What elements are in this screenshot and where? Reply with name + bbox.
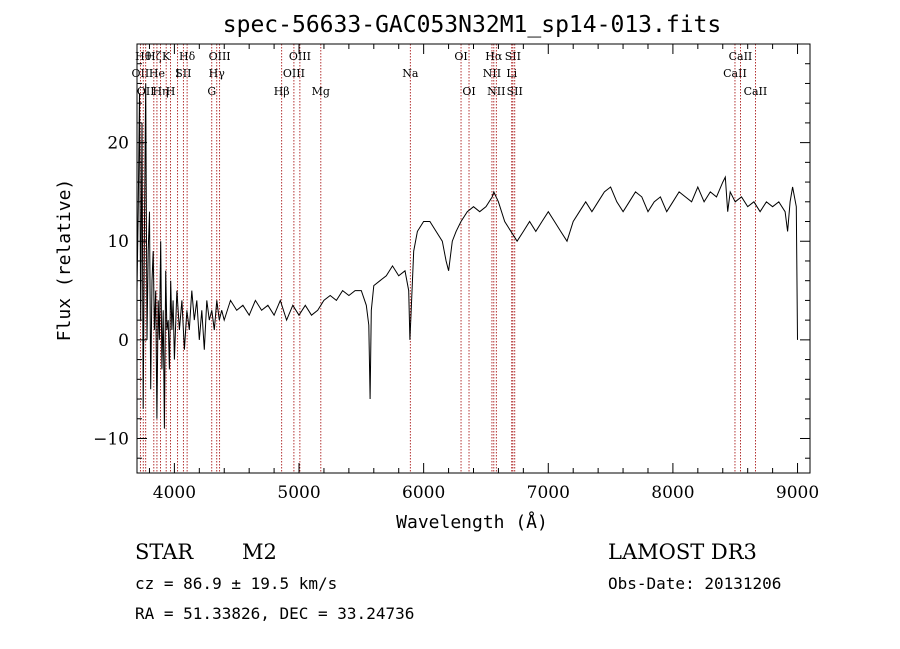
info-panel: STAR M2 LAMOST DR3 cz = 86.9 ± 19.5 km/s…	[135, 540, 781, 623]
line-label: K	[162, 50, 171, 63]
axis-ticks: 4000 5000 6000 7000 8000 9000 −10 0 10 20	[93, 44, 819, 503]
chart-title: spec-56633-GAC053N32M1_sp14-013.fits	[223, 12, 722, 38]
y-tick-label: 20	[107, 134, 129, 154]
line-label: CaII	[723, 67, 747, 80]
line-label: Mg	[312, 85, 330, 98]
line-label: NII	[487, 85, 505, 98]
line-label: OIII	[209, 50, 231, 63]
line-label: Hζ	[146, 50, 162, 63]
line-label: Hθ	[135, 50, 152, 63]
x-tick-label: 6000	[402, 483, 445, 503]
plot-frame	[136, 43, 811, 474]
object-subclass: M2	[242, 540, 277, 564]
line-label: Hγ	[209, 67, 226, 80]
obs-date-text: Obs-Date: 20131206	[608, 574, 781, 593]
line-label: G	[207, 85, 216, 98]
line-label: OI	[454, 50, 467, 63]
line-label: He	[149, 67, 165, 80]
line-label: SII	[507, 85, 523, 98]
y-tick-label: −10	[93, 429, 129, 449]
survey-name: LAMOST DR3	[608, 540, 757, 564]
spectrum-line	[136, 83, 798, 429]
line-label: NII	[483, 67, 501, 80]
x-tick-label: 4000	[153, 483, 196, 503]
object-class: STAR	[135, 540, 194, 564]
x-tick-label: 9000	[776, 483, 819, 503]
line-label: Li	[506, 67, 517, 80]
line-label: Hα	[485, 50, 503, 63]
y-tick-label: 10	[107, 232, 129, 252]
y-axis-label: Flux (relative)	[54, 179, 75, 342]
line-label: Hβ	[274, 85, 290, 98]
line-label: CaII	[744, 85, 768, 98]
redshift-text: cz = 86.9 ± 19.5 km/s	[135, 574, 337, 593]
line-label: SII	[505, 50, 521, 63]
emission-line-markers: OIIHθOIIHζHeHηKHISIIHδGHγOIIIHβOIIIOIIIM…	[132, 44, 768, 473]
x-tick-label: 5000	[277, 483, 320, 503]
y-tick-label: 0	[118, 331, 129, 351]
line-label: SII	[175, 67, 191, 80]
line-label: Na	[402, 67, 419, 80]
coordinates-text: RA = 51.33826, DEC = 33.24736	[135, 604, 414, 623]
line-label: OIII	[289, 50, 311, 63]
x-tick-label: 8000	[651, 483, 694, 503]
x-axis-label: Wavelength (Å)	[396, 511, 548, 533]
line-label: OI	[462, 85, 475, 98]
line-label: OIII	[283, 67, 305, 80]
line-label: H	[166, 85, 176, 98]
line-label: Hδ	[179, 50, 196, 63]
x-tick-label: 7000	[527, 483, 570, 503]
line-label: I	[175, 67, 179, 80]
line-label: CaII	[729, 50, 753, 63]
line-label: Hη	[152, 85, 168, 98]
line-label: OII	[132, 67, 150, 80]
